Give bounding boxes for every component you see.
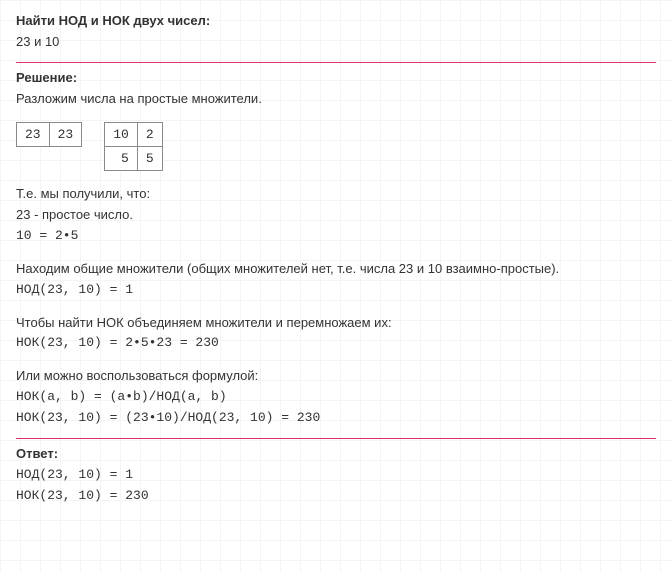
prime-line: 23 - простое число. [16,206,656,225]
factor-line: 10 = 2•5 [16,227,656,246]
common-block: Находим общие множители (общих множителе… [16,260,656,300]
t2-r2c2: 5 [137,147,162,171]
problem-numbers: 23 и 10 [16,33,656,52]
factor-table-1: 23 23 [16,122,82,147]
divider-top [16,62,656,63]
solution-intro: Разложим числа на простые множители. [16,90,656,109]
answer-heading: Ответ: [16,445,656,464]
t2-r1c2: 2 [137,123,162,147]
solution-heading: Решение: [16,69,656,88]
got-label: Т.е. мы получили, что: [16,185,656,204]
t2-r2c1: 5 [105,147,138,171]
t1-r1c1: 23 [17,123,50,147]
factor-table-2: 10 2 5 5 [104,122,162,171]
t1-r1c2: 23 [49,123,82,147]
answer-gcd: НОД(23, 10) = 1 [16,466,656,485]
factor-tables: 23 23 10 2 5 5 [16,122,656,171]
divider-bottom [16,438,656,439]
formula-text: Или можно воспользоваться формулой: [16,367,656,386]
formula-2: НОК(23, 10) = (23•10)/НОД(23, 10) = 230 [16,409,656,428]
got-block: Т.е. мы получили, что: 23 - простое числ… [16,185,656,246]
page-content: Найти НОД и НОК двух чисел: 23 и 10 Реше… [0,0,672,523]
answer-lcm: НОК(23, 10) = 230 [16,487,656,506]
gcd-line: НОД(23, 10) = 1 [16,281,656,300]
formula-1: НОК(a, b) = (a•b)/НОД(a, b) [16,388,656,407]
common-text: Находим общие множители (общих множителе… [16,260,656,279]
lcm-text: Чтобы найти НОК объединяем множители и п… [16,314,656,333]
problem-title: Найти НОД и НОК двух чисел: [16,12,656,31]
formula-block: Или можно воспользоваться формулой: НОК(… [16,367,656,428]
t2-r1c1: 10 [105,123,138,147]
lcm-line: НОК(23, 10) = 2•5•23 = 230 [16,334,656,353]
lcm-block: Чтобы найти НОК объединяем множители и п… [16,314,656,354]
